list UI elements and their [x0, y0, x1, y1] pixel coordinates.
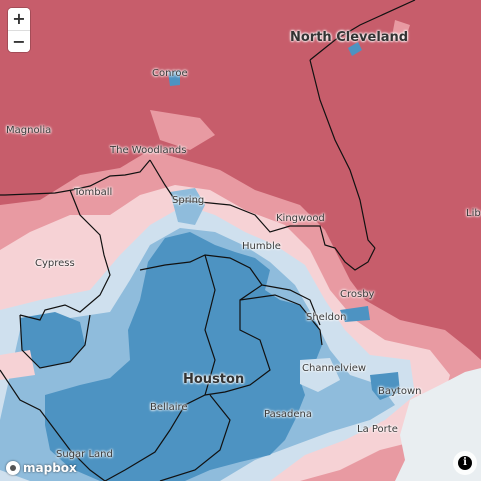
county-boundary-line [19, 189, 111, 321]
place-label-conroe: Conroe [152, 68, 188, 79]
district-boundary [239, 294, 323, 346]
mapbox-logo-text: mapbox [23, 461, 77, 475]
west-dem-cluster [20, 312, 85, 368]
district-boundary [19, 314, 91, 369]
baytown-dem-patch [370, 372, 400, 400]
place-label-the-woodlands: The Woodlands [110, 145, 187, 156]
place-label-sheldon: Sheldon [306, 312, 347, 323]
district-boundary [261, 284, 321, 326]
place-label-magnolia: Magnolia [6, 125, 52, 136]
district-boundary [159, 394, 231, 481]
place-label-kingwood: Kingwood [276, 213, 325, 224]
strong-dem-core [45, 232, 322, 481]
mapbox-logo-icon [6, 461, 20, 475]
north-cleveland-dem-patch [348, 42, 362, 56]
place-label-houston: Houston [183, 372, 245, 387]
place-label-baytown: Baytown [378, 386, 422, 397]
zoom-out-button[interactable]: − [8, 30, 30, 52]
sheldon-dem-patch [340, 306, 370, 322]
place-label-sugar-land: Sugar Land [56, 449, 113, 460]
zoom-control: + − [8, 8, 30, 52]
place-label-north-cleveland: North Cleveland [290, 30, 409, 45]
place-label-pasadena: Pasadena [264, 409, 313, 420]
place-label-bellaire: Bellaire [150, 402, 188, 413]
district-boundary [204, 254, 216, 396]
place-label-crosby: Crosby [340, 289, 375, 300]
county-boundary-line [309, 0, 416, 61]
attribution-info-icon[interactable]: i [458, 456, 472, 470]
conroe-dem-patch [168, 70, 180, 86]
light-rep-patch-1 [15, 262, 55, 298]
north-dem-cluster [170, 188, 205, 225]
zoom-in-button[interactable]: + [8, 8, 30, 30]
lean-rep-patch-1 [150, 110, 215, 150]
county-boundary-line [0, 159, 151, 196]
place-label-liberty: Lib [466, 208, 481, 219]
place-label-humble: Humble [242, 241, 281, 252]
county-boundary-line [309, 59, 376, 249]
lean-rep-patch-2 [392, 20, 410, 40]
place-label-channelview: Channelview [302, 363, 367, 374]
pasadena-light-patch [300, 358, 340, 392]
county-boundary-line [149, 159, 376, 271]
place-label-la-porte: La Porte [357, 424, 398, 435]
place-label-spring: Spring [172, 195, 205, 206]
district-boundary [0, 254, 271, 481]
mapbox-logo[interactable]: mapbox [6, 461, 77, 475]
place-label-tomball: Tomball [74, 187, 113, 198]
place-label-cypress: Cypress [35, 258, 75, 269]
light-rep-patch-2 [0, 350, 35, 380]
